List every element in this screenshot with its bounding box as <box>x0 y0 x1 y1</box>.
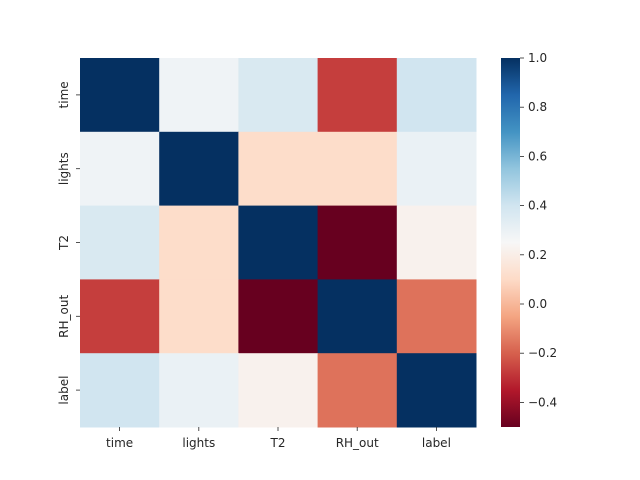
colorbar-tick-label: 0.4 <box>528 199 547 213</box>
heatmap-cell <box>238 205 319 280</box>
colorbar-tick-label: 0.2 <box>528 248 547 262</box>
colorbar-tick-label: 0.0 <box>528 297 547 311</box>
heatmap-cell <box>80 353 160 428</box>
x-tick-label: RH_out <box>336 436 379 450</box>
colorbar-tick-label: −0.4 <box>528 395 557 409</box>
heatmap-cell <box>317 58 398 133</box>
heatmap-cell <box>159 205 239 280</box>
y-tick-label: T2 <box>57 235 71 251</box>
y-tick-label: RH_out <box>57 294 71 337</box>
heatmap-cell <box>238 131 319 207</box>
heatmap-cell <box>317 131 398 207</box>
heatmap-cell <box>80 58 160 133</box>
heatmap-cell <box>396 205 477 280</box>
heatmap-cell <box>317 205 398 280</box>
heatmap-cell <box>238 353 319 428</box>
heatmap-cell <box>159 58 239 133</box>
heatmap-cell <box>238 279 319 354</box>
heatmap-cell <box>159 131 239 207</box>
heatmap-cell <box>159 353 239 428</box>
heatmap-cells <box>80 58 477 428</box>
heatmap-cell <box>159 279 239 354</box>
heatmap-cell <box>396 58 477 133</box>
x-tick-label: lights <box>182 436 215 450</box>
colorbar-tick-label: 0.6 <box>528 149 547 163</box>
heatmap-cell <box>396 131 477 207</box>
x-tick-label: label <box>422 436 451 450</box>
heatmap-cell <box>396 279 477 354</box>
heatmap-cell <box>317 353 398 428</box>
heatmap-cell <box>80 205 160 280</box>
heatmap-cell <box>238 58 319 133</box>
heatmap-cell <box>80 279 160 354</box>
x-axis-tick-labels: time lights T2 RH_out label <box>106 427 451 450</box>
y-tick-label: label <box>57 376 71 405</box>
y-tick-label: lights <box>57 152 71 185</box>
colorbar-tick-label: −0.2 <box>528 346 557 360</box>
x-tick-label: T2 <box>270 436 286 450</box>
colorbar <box>501 58 520 427</box>
heatmap-cell <box>396 353 477 428</box>
heatmap-cell <box>80 131 160 207</box>
colorbar-tick-label: 0.8 <box>528 100 547 114</box>
heatmap-cell <box>317 279 398 354</box>
y-tick-label: time <box>57 81 71 108</box>
colorbar-tick-label: 1.0 <box>528 51 547 65</box>
x-tick-label: time <box>106 436 133 450</box>
colorbar-ticks: −0.4 −0.2 0.0 0.2 0.4 0.6 0.8 1.0 <box>520 51 557 409</box>
